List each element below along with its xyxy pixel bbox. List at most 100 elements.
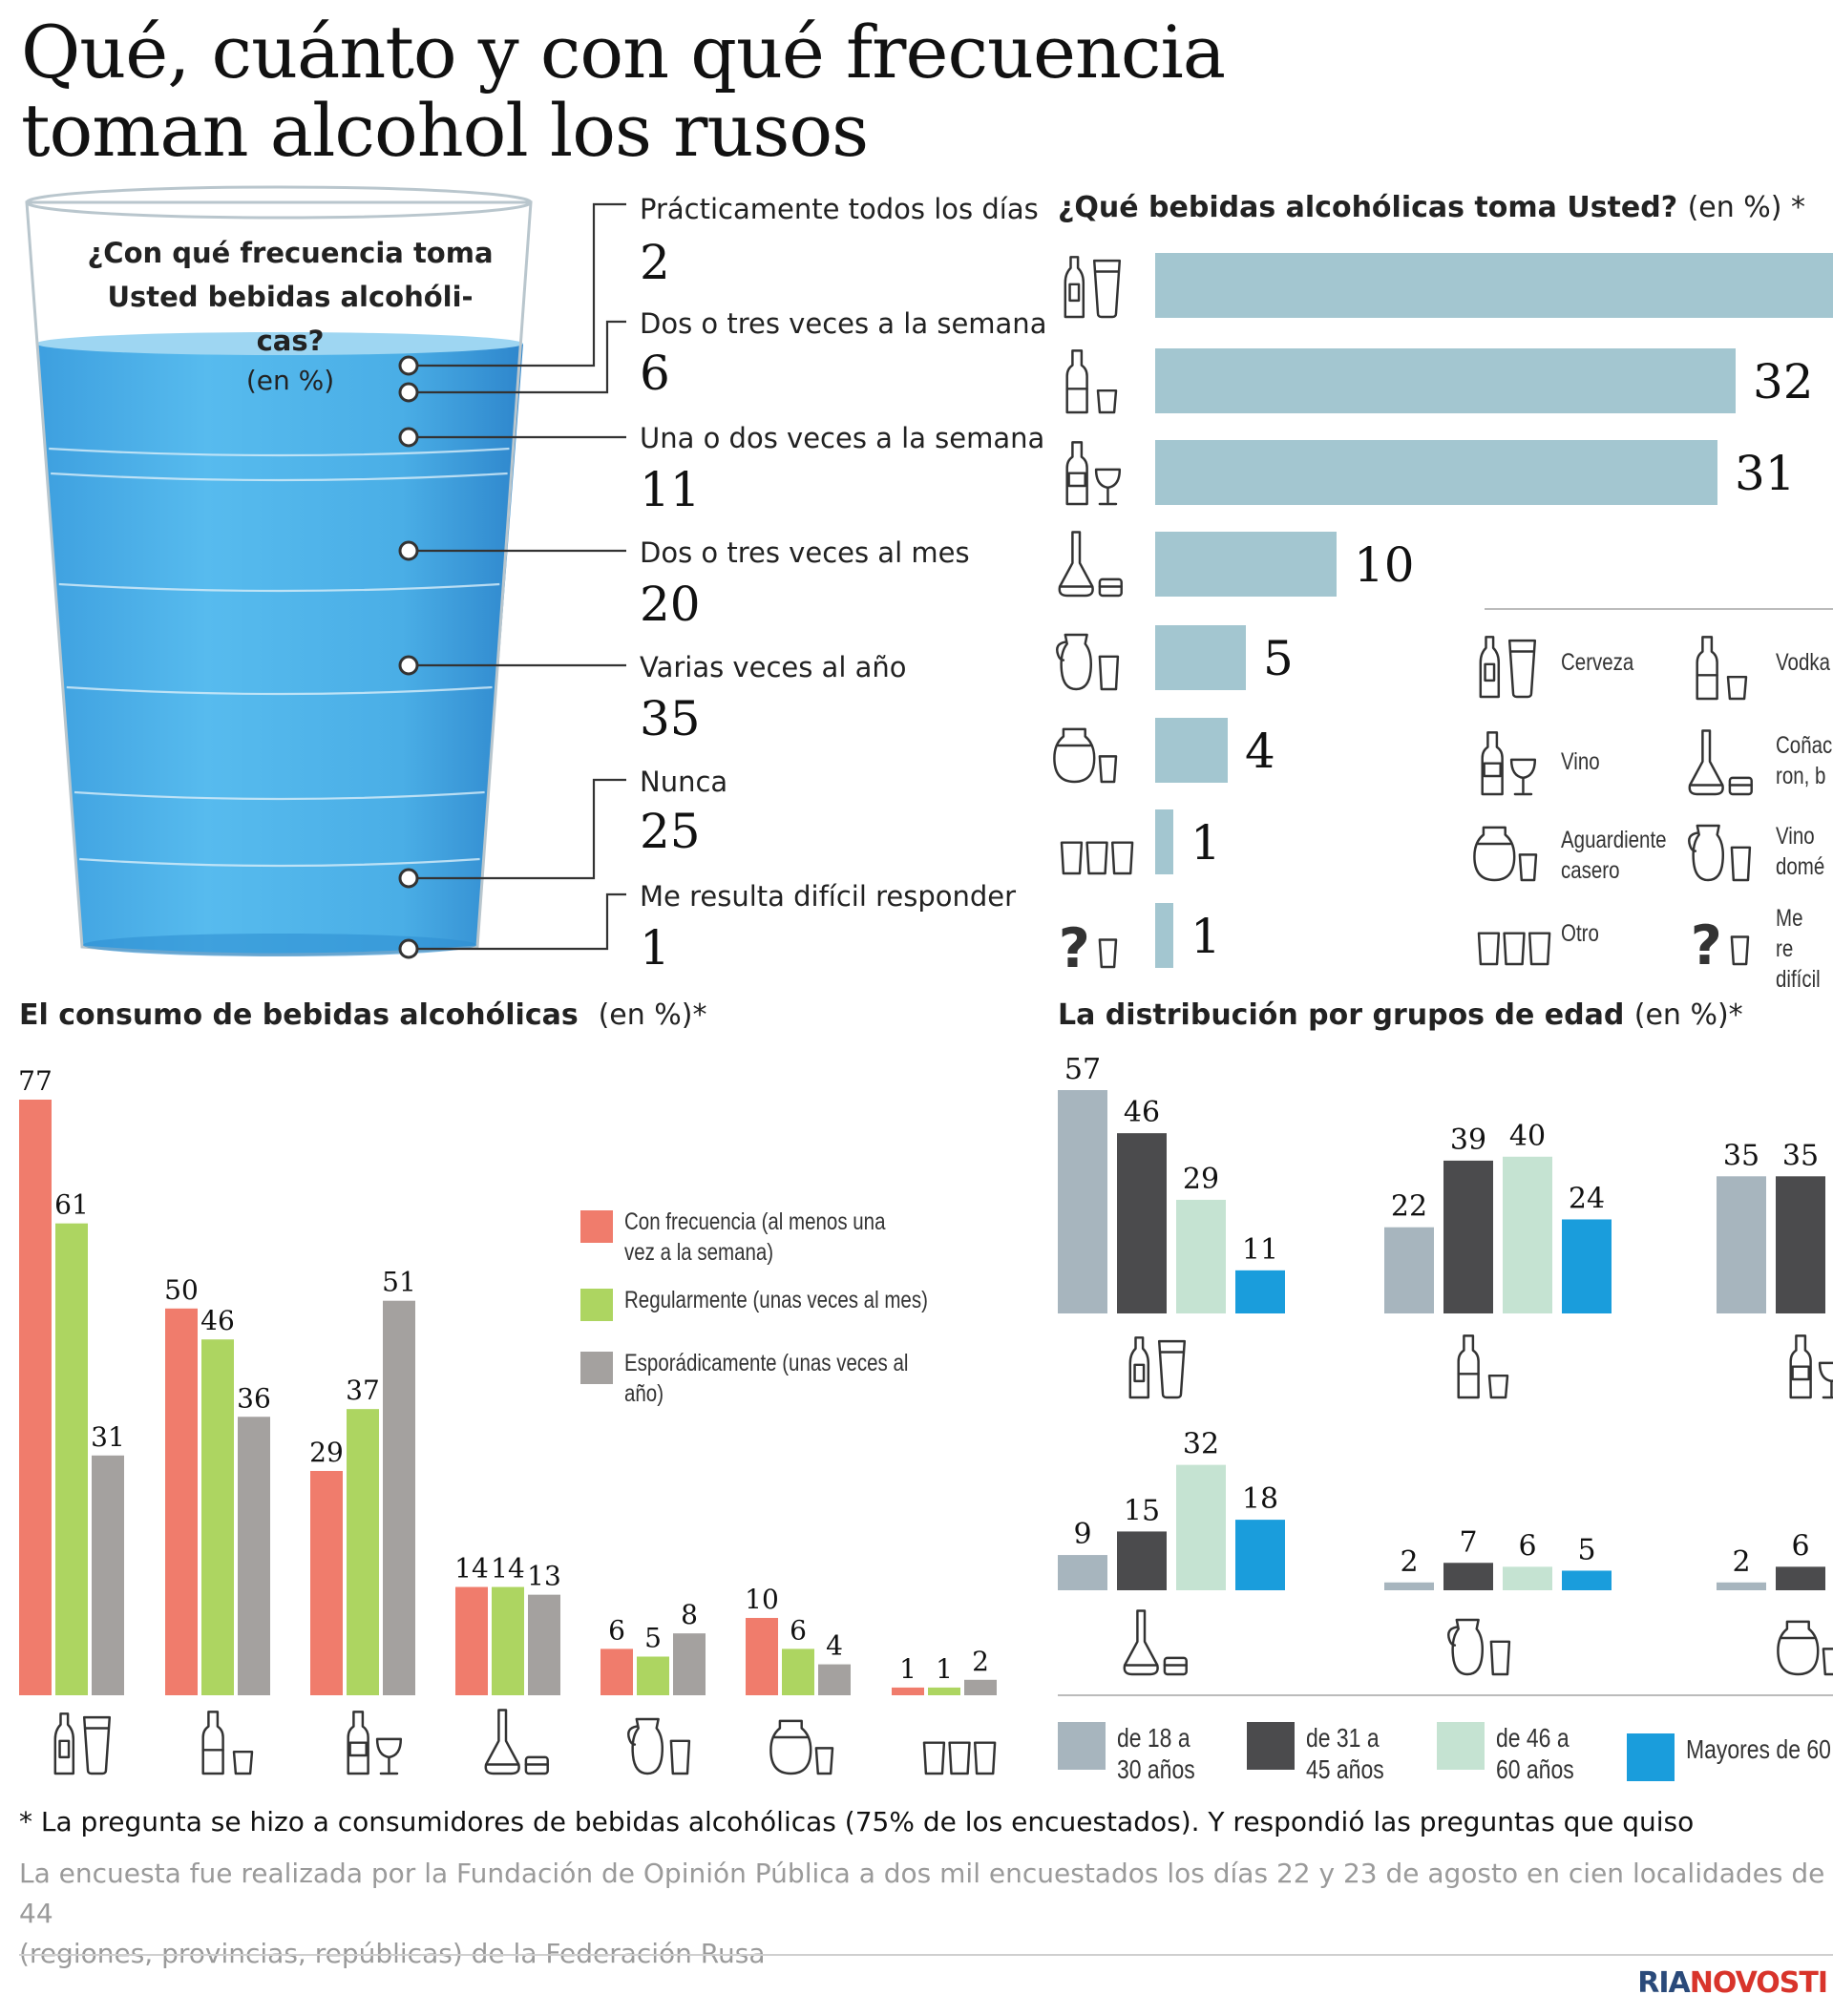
swatch-age-60 <box>1627 1733 1675 1781</box>
edad-value-5-1: 6 <box>1791 1529 1809 1563</box>
vodka-icon <box>1696 636 1748 701</box>
page-title: Qué, cuánto y con qué frecuencia toman a… <box>21 10 1226 173</box>
jar-icon <box>769 1719 834 1775</box>
beer-icon <box>1064 256 1122 319</box>
other-icon <box>1477 932 1551 966</box>
glass-leader-lines <box>398 202 626 959</box>
glass-rim <box>25 185 533 220</box>
consumo-bar-1-2 <box>238 1417 270 1695</box>
vodka-icon <box>1065 349 1118 414</box>
cognac-icon <box>1123 1609 1188 1676</box>
edad-bar-3-0 <box>1058 1555 1107 1590</box>
consumo-value-3-2: 13 <box>527 1561 561 1592</box>
consumo-value-4-0: 6 <box>608 1614 625 1646</box>
wine-icon <box>1481 731 1537 796</box>
freq-leader-6 <box>409 892 626 951</box>
level-line-4 <box>74 790 485 801</box>
legend-aguardiente: Aguardiente casero <box>1561 827 1667 884</box>
consumo-bar-4-0 <box>600 1648 633 1695</box>
edad-bar-1-2 <box>1503 1156 1552 1313</box>
legend-regular: Regularmente (unas veces al mes) <box>580 1285 1001 1321</box>
edad-bar-1-0 <box>1384 1227 1434 1313</box>
edad-value-3-3: 18 <box>1242 1482 1278 1516</box>
level-line-2 <box>58 582 500 593</box>
edad-value-1-3: 24 <box>1569 1182 1605 1215</box>
freq-marker-3 <box>398 540 419 561</box>
freq-leader-5 <box>409 778 626 880</box>
edad-bar-5-1 <box>1776 1566 1825 1590</box>
consumo-bar-1-1 <box>201 1339 234 1695</box>
consumo-bar-3-2 <box>528 1594 560 1695</box>
edad-value-5-0: 2 <box>1732 1545 1750 1579</box>
freq-label-0: Prácticamente todos los días <box>640 193 1039 225</box>
edad-value-4-1: 7 <box>1459 1525 1477 1559</box>
edad-value-3-1: 15 <box>1124 1494 1160 1527</box>
bebidas-value-7: 1 <box>1190 909 1221 964</box>
glass-unit: (en %) <box>245 365 335 396</box>
bebidas-value-5: 4 <box>1245 724 1275 779</box>
legend-age-60: Mayores de 60 <box>1627 1733 1833 1781</box>
consumo-bar-3-0 <box>455 1586 488 1695</box>
glass-graphic <box>25 185 533 956</box>
consumo-value-6-0: 1 <box>899 1653 916 1685</box>
consumo-bar-0-2 <box>92 1455 124 1695</box>
bebidas-bar-4 <box>1155 625 1246 690</box>
freq-label-1: Dos o tres veces a la semana <box>640 307 1047 340</box>
bebidas-value-4: 5 <box>1263 631 1294 686</box>
edad-bar-3-2 <box>1176 1464 1226 1590</box>
freq-label-4: Varias veces al año <box>640 651 907 683</box>
edad-bar-chart: 57 46 29 11 22 39 40 24 35 35 9 15 32 18 2 7 6 5 2 6 <box>1058 1053 1833 1696</box>
glass-question: ¿Con qué frecuencia toma Usted bebidas a… <box>87 237 494 357</box>
jar-icon <box>1777 1620 1833 1676</box>
freq-value-5: 25 <box>640 804 701 859</box>
bebidas-bar-2 <box>1155 440 1717 505</box>
consumo-value-0-0: 77 <box>18 1065 53 1097</box>
edad-bar-2-1 <box>1776 1176 1825 1313</box>
edad-value-3-0: 9 <box>1073 1518 1091 1551</box>
consumo-title: El consumo de bebidas alcohólicas (en %)… <box>19 998 707 1032</box>
consumo-bar-6-0 <box>892 1687 924 1695</box>
freq-value-4: 35 <box>640 691 701 746</box>
legend-cerveza: Cerveza <box>1561 649 1634 676</box>
drink-icons: ?? <box>53 256 1833 1775</box>
legend-conac: Coñac, ron, b <box>1776 732 1833 789</box>
bebidas-bar-6 <box>1155 809 1173 874</box>
consumo-value-4-1: 5 <box>644 1622 662 1653</box>
consumo-value-2-0: 29 <box>309 1437 344 1468</box>
svg-text:?: ? <box>1059 917 1090 980</box>
edad-bar-4-0 <box>1384 1582 1434 1590</box>
beer-icon <box>53 1712 112 1775</box>
consumo-value-3-0: 14 <box>454 1553 489 1585</box>
footnote: * La pregunta se hizo a consumidores de … <box>19 1806 1695 1838</box>
bebidas-bar-7 <box>1155 903 1173 968</box>
consumo-value-2-1: 37 <box>346 1375 380 1406</box>
freq-leader-1 <box>409 320 626 394</box>
level-line-5 <box>79 857 480 868</box>
consumo-value-5-1: 6 <box>790 1614 807 1646</box>
freq-label-5: Nunca <box>640 766 728 798</box>
vodka-icon <box>1457 1334 1509 1399</box>
consumo-bar-2-2 <box>383 1300 415 1695</box>
brand-logo: RIANOVOSTI <box>1637 1966 1828 2000</box>
consumo-bar-2-1 <box>347 1409 379 1695</box>
glass-water <box>36 344 523 955</box>
freq-label-6: Me resulta difícil responder <box>640 880 1017 913</box>
freq-value-6: 1 <box>640 920 670 976</box>
other-icon <box>922 1741 997 1775</box>
legend-frecuencia: Con frecuencia (al menos una vez a la se… <box>580 1207 962 1268</box>
freq-marker-0 <box>398 355 419 376</box>
edad-value-1-1: 39 <box>1450 1124 1486 1157</box>
freq-value-3: 20 <box>640 577 701 632</box>
edad-bar-4-3 <box>1562 1570 1612 1590</box>
edad-value-0-0: 57 <box>1064 1053 1101 1086</box>
bebidas-value-2: 31 <box>1735 446 1796 501</box>
consumo-bar-6-1 <box>928 1687 960 1695</box>
freq-marker-1 <box>398 382 419 403</box>
beer-icon <box>1128 1336 1187 1399</box>
other-icon <box>1060 841 1134 875</box>
legend-vino-domestico: Vino domé <box>1776 823 1825 880</box>
edad-value-4-3: 5 <box>1577 1533 1595 1566</box>
consumo-bar-5-2 <box>818 1664 851 1695</box>
legend-age-31-45: de 31 a 45 años <box>1247 1722 1428 1785</box>
consumo-value-6-2: 2 <box>972 1646 989 1677</box>
